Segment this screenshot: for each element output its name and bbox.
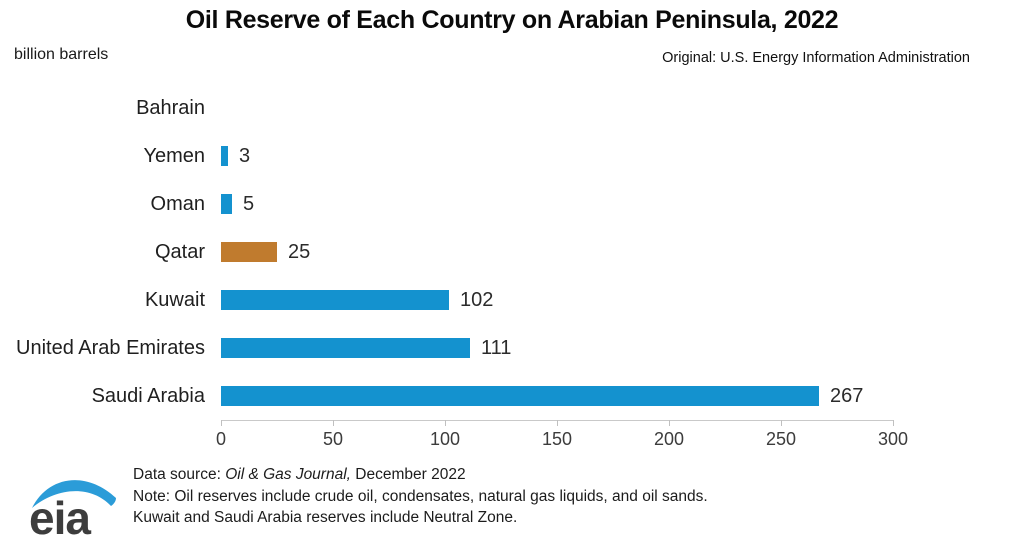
bar-row: Qatar 25 — [0, 228, 1024, 276]
category-label: Oman — [150, 192, 205, 215]
eia-logo-text: eia — [29, 492, 91, 544]
bar — [221, 338, 470, 358]
data-source-suffix: December 2022 — [350, 466, 466, 483]
x-axis: 0 50 100 150 200 250 300 — [216, 420, 908, 452]
category-label: United Arab Emirates — [16, 336, 205, 359]
data-source-journal: Oil & Gas Journal, — [225, 466, 351, 483]
value-label: 267 — [830, 384, 864, 407]
x-axis-tick-label: 300 — [877, 429, 909, 449]
category-label: Qatar — [154, 240, 205, 263]
bar-chart-rows: Bahrain Yemen 3 Oman 5 Qatar 25 Kuwait 102 United… — [0, 84, 1024, 420]
bar-row: United Arab Emirates 111 — [0, 324, 1024, 372]
eia-logo: eia — [29, 480, 116, 544]
bar-track: 111 — [221, 324, 511, 372]
bar-track: 267 — [221, 372, 863, 420]
value-label: 102 — [460, 288, 494, 311]
value-label: 111 — [481, 336, 512, 359]
footer-notes: Data source: Oil & Gas Journal, December… — [133, 464, 708, 529]
x-axis-tick-mark — [893, 420, 894, 426]
bar-row: Oman 5 — [0, 180, 1024, 228]
y-axis-unit-label: billion barrels — [14, 46, 109, 63]
note-line-2: Kuwait and Saudi Arabia reserves include… — [133, 509, 518, 526]
note-line-1: Note: Oil reserves include crude oil, co… — [133, 487, 708, 505]
value-label: 25 — [288, 240, 311, 263]
category-label: Saudi Arabia — [91, 384, 205, 407]
x-axis-tick-label: 250 — [765, 429, 797, 449]
category-label: Bahrain — [136, 96, 205, 119]
x-axis-tick-label: 150 — [541, 429, 573, 449]
data-source-line: Data source: Oil & Gas Journal, December… — [133, 464, 708, 486]
eia-logo-swoosh-icon — [32, 480, 116, 508]
x-axis-tick-mark — [557, 420, 558, 426]
x-axis-tick-mark — [333, 420, 334, 426]
bar-row: Bahrain — [0, 84, 1024, 132]
bar-track: 102 — [221, 276, 493, 324]
x-axis-tick-label: 200 — [653, 429, 685, 449]
x-axis-tick-mark — [445, 420, 446, 426]
x-axis-tick-label: 0 — [215, 429, 226, 449]
category-label: Yemen — [143, 144, 205, 167]
x-axis-tick-mark — [669, 420, 670, 426]
chart-title: Oil Reserve of Each Country on Arabian P… — [185, 6, 839, 34]
category-label: Kuwait — [144, 288, 205, 311]
bar-track: 5 — [221, 180, 254, 228]
value-label: 5 — [243, 192, 255, 215]
value-label: 3 — [239, 144, 251, 167]
bar-track: 25 — [221, 228, 310, 276]
x-axis-tick-mark — [781, 420, 782, 426]
data-source-prefix: Data source: — [133, 466, 226, 483]
bar-track: 3 — [221, 132, 250, 180]
bar-row: Saudi Arabia 267 — [0, 372, 1024, 420]
bar — [221, 290, 449, 310]
bar — [221, 386, 819, 406]
x-axis-tick-label: 50 — [322, 429, 344, 449]
bar-row: Yemen 3 — [0, 132, 1024, 180]
bar-row: Kuwait 102 — [0, 276, 1024, 324]
x-axis-tick-mark — [221, 420, 222, 426]
attribution-text: Original: U.S. Energy Information Admini… — [662, 50, 970, 66]
x-axis-tick-label: 100 — [429, 429, 461, 449]
bar — [221, 194, 232, 214]
bar — [221, 242, 277, 262]
bar — [221, 146, 228, 166]
